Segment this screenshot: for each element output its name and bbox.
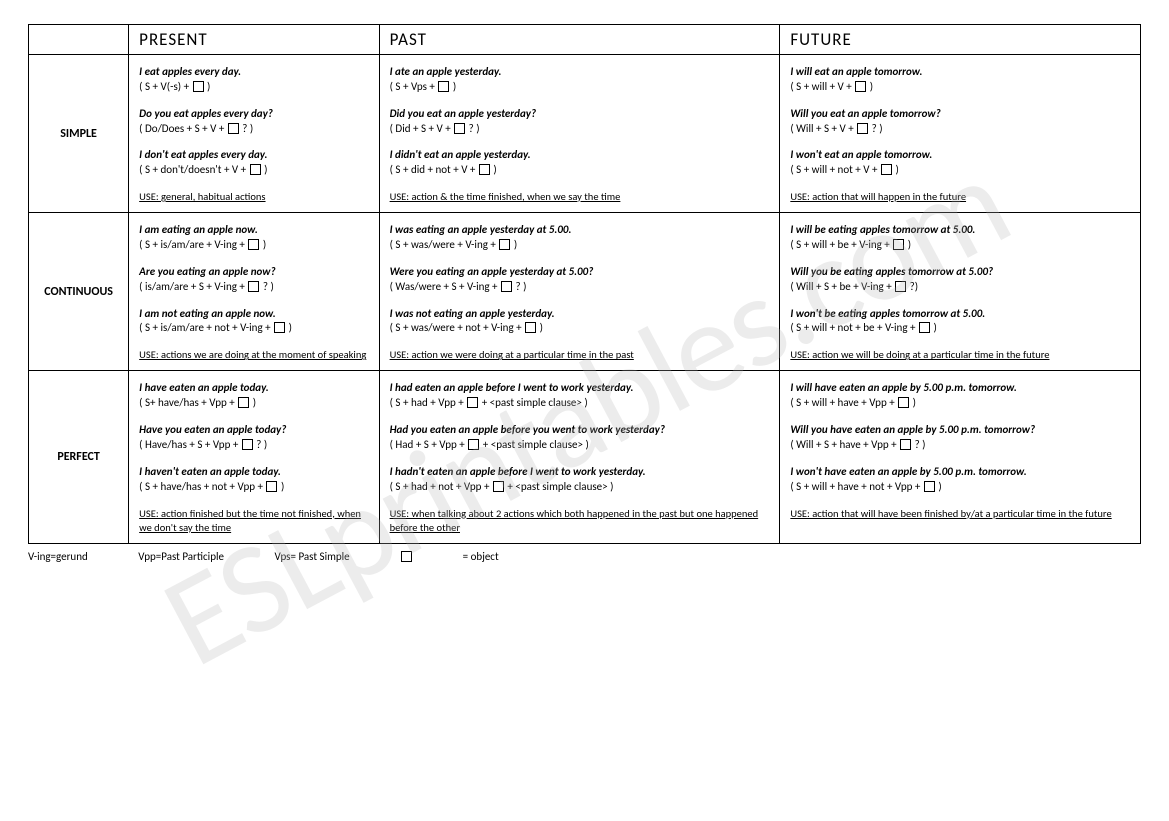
example-text: Are you eating an apple now? <box>139 265 368 280</box>
cell-simple-future: I will eat an apple tomorrow. ( S + will… <box>780 55 1141 213</box>
formula-text: ( S + will + not + be + V-ing + ) <box>790 321 1130 336</box>
example-text: I haven't eaten an apple today. <box>139 465 368 480</box>
cell-continuous-present: I am eating an apple now. ( S + is/am/ar… <box>129 213 379 371</box>
formula-text: ( S + don't/doesn't + V + ) <box>139 163 368 178</box>
formula-text: ( S + was/were + not + V-ing + ) <box>390 321 770 336</box>
corner-cell <box>29 25 129 55</box>
use-text: USE: action finished but the time not fi… <box>139 507 368 535</box>
formula-text: ( S + is/am/are + V-ing + ) <box>139 238 368 253</box>
cell-continuous-future: I will be eating apples tomorrow at 5.00… <box>780 213 1141 371</box>
use-text: USE: action & the time finished, when we… <box>390 190 770 204</box>
formula-text: ( Will + S + V + ? ) <box>790 122 1130 137</box>
formula-text: ( Will + S + have + Vpp + ? ) <box>790 438 1130 453</box>
formula-text: ( S + will + not + V + ) <box>790 163 1130 178</box>
use-text: USE: actions we are doing at the moment … <box>139 348 368 362</box>
col-header-present: PRESENT <box>129 25 379 55</box>
formula-text: ( Have/has + S + Vpp + ? ) <box>139 438 368 453</box>
example-text: I eat apples every day. <box>139 65 368 80</box>
formula-text: ( Had + S + Vpp + + <past simple clause>… <box>390 438 770 453</box>
formula-text: ( S + have/has + not + Vpp + ) <box>139 480 368 495</box>
formula-text: ( S + V(-s) + ) <box>139 80 368 95</box>
col-header-past: PAST <box>379 25 780 55</box>
example-text: Did you eat an apple yesterday? <box>390 107 770 122</box>
tenses-table: PRESENT PAST FUTURE SIMPLE I eat apples … <box>28 24 1141 544</box>
formula-text: ( S + is/am/are + not + V-ing + ) <box>139 321 368 336</box>
cell-continuous-past: I was eating an apple yesterday at 5.00.… <box>379 213 780 371</box>
formula-text: ( S + will + have + not + Vpp + ) <box>790 480 1130 495</box>
example-text: I was eating an apple yesterday at 5.00. <box>390 223 770 238</box>
formula-text: ( S + will + V + ) <box>790 80 1130 95</box>
example-text: I am not eating an apple now. <box>139 307 368 322</box>
formula-text: ( Did + S + V + ? ) <box>390 122 770 137</box>
example-text: Do you eat apples every day? <box>139 107 368 122</box>
formula-text: ( Will + S + be + V-ing + ?) <box>790 280 1130 295</box>
example-text: Will you be eating apples tomorrow at 5.… <box>790 265 1130 280</box>
formula-text: ( S + did + not + V + ) <box>390 163 770 178</box>
example-text: Were you eating an apple yesterday at 5.… <box>390 265 770 280</box>
example-text: I ate an apple yesterday. <box>390 65 770 80</box>
cell-perfect-present: I have eaten an apple today. ( S+ have/h… <box>129 371 379 543</box>
example-text: I won't eat an apple tomorrow. <box>790 148 1130 163</box>
use-text: USE: action we will be doing at a partic… <box>790 348 1130 362</box>
formula-text: ( S + had + not + Vpp + + <past simple c… <box>390 480 770 495</box>
use-text: USE: action that will have been finished… <box>790 507 1130 521</box>
example-text: Had you eaten an apple before you went t… <box>390 423 770 438</box>
row-label-continuous: CONTINUOUS <box>29 213 129 371</box>
legend-item: Vpp=Past Participle <box>138 550 224 563</box>
legend-footer: V-ing=gerund Vpp=Past Participle Vps= Pa… <box>28 544 1141 563</box>
cell-simple-present: I eat apples every day. ( S + V(-s) + ) … <box>129 55 379 213</box>
example-text: I won't have eaten an apple by 5.00 p.m.… <box>790 465 1130 480</box>
formula-text: ( Do/Does + S + V + ? ) <box>139 122 368 137</box>
use-text: USE: when talking about 2 actions which … <box>390 507 770 535</box>
example-text: Will you have eaten an apple by 5.00 p.m… <box>790 423 1130 438</box>
example-text: I don't eat apples every day. <box>139 148 368 163</box>
use-text: USE: action that will happen in the futu… <box>790 190 1130 204</box>
formula-text: ( Was/were + S + V-ing + ? ) <box>390 280 770 295</box>
example-text: I won't be eating apples tomorrow at 5.0… <box>790 307 1130 322</box>
cell-perfect-past: I had eaten an apple before I went to wo… <box>379 371 780 543</box>
legend-item: V-ing=gerund <box>28 550 88 563</box>
formula-text: ( S + will + be + V-ing + ) <box>790 238 1130 253</box>
formula-text: ( S + Vps + ) <box>390 80 770 95</box>
formula-text: ( S+ have/has + Vpp + ) <box>139 396 368 411</box>
use-text: USE: general, habitual actions <box>139 190 368 204</box>
formula-text: ( S + will + have + Vpp + ) <box>790 396 1130 411</box>
example-text: I will have eaten an apple by 5.00 p.m. … <box>790 381 1130 396</box>
example-text: I am eating an apple now. <box>139 223 368 238</box>
col-header-future: FUTURE <box>780 25 1141 55</box>
example-text: I have eaten an apple today. <box>139 381 368 396</box>
formula-text: ( is/am/are + S + V-ing + ? ) <box>139 280 368 295</box>
example-text: Have you eaten an apple today? <box>139 423 368 438</box>
example-text: I was not eating an apple yesterday. <box>390 307 770 322</box>
example-text: I didn't eat an apple yesterday. <box>390 148 770 163</box>
cell-perfect-future: I will have eaten an apple by 5.00 p.m. … <box>780 371 1141 543</box>
example-text: I will eat an apple tomorrow. <box>790 65 1130 80</box>
cell-simple-past: I ate an apple yesterday. ( S + Vps + ) … <box>379 55 780 213</box>
example-text: I will be eating apples tomorrow at 5.00… <box>790 223 1130 238</box>
example-text: Will you eat an apple tomorrow? <box>790 107 1130 122</box>
legend-item: = object <box>400 550 498 563</box>
row-label-simple: SIMPLE <box>29 55 129 213</box>
use-text: USE: action we were doing at a particula… <box>390 348 770 362</box>
example-text: I hadn't eaten an apple before I went to… <box>390 465 770 480</box>
row-label-perfect: PERFECT <box>29 371 129 543</box>
formula-text: ( S + had + Vpp + + <past simple clause>… <box>390 396 770 411</box>
formula-text: ( S + was/were + V-ing + ) <box>390 238 770 253</box>
example-text: I had eaten an apple before I went to wo… <box>390 381 770 396</box>
legend-item: Vps= Past Simple <box>274 550 349 563</box>
